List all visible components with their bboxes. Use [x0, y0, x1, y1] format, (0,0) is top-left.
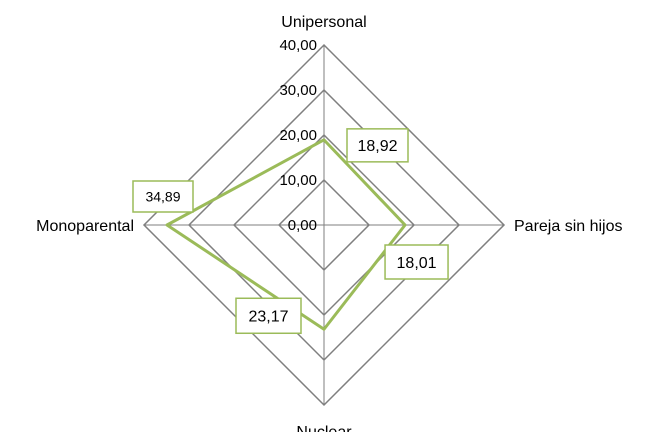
data-label-layer: 18,92 18,01 23,17 34,89	[132, 128, 449, 335]
data-label-box	[346, 128, 409, 163]
tick-label: 0,00	[288, 217, 317, 234]
tick-label-layer: 0,00 10,00 20,00 30,00 40,00	[279, 37, 317, 234]
axis-label: Pareja sin hijos	[514, 218, 623, 235]
data-label: 34,89	[145, 189, 180, 205]
tick-label: 40,00	[279, 37, 317, 54]
tick-label: 20,00	[279, 127, 317, 144]
data-label: 18,01	[397, 255, 437, 272]
tick-label: 30,00	[279, 82, 317, 99]
axis-label: Monoparental	[36, 218, 134, 235]
tick-label: 10,00	[279, 172, 317, 189]
series-layer	[165, 138, 407, 331]
series-line	[165, 138, 407, 331]
grid-layer	[142, 43, 506, 407]
data-label-box	[384, 244, 449, 280]
axis-label: Nuclear	[296, 424, 352, 432]
data-label-box	[132, 180, 194, 213]
data-label-box	[235, 297, 302, 335]
data-label: 23,17	[248, 309, 288, 326]
axis-label: Unipersonal	[281, 14, 366, 31]
axis-label-layer: Unipersonal Pareja sin hijos Nuclear Monopa…	[36, 14, 622, 432]
data-label: 18,92	[357, 138, 397, 155]
